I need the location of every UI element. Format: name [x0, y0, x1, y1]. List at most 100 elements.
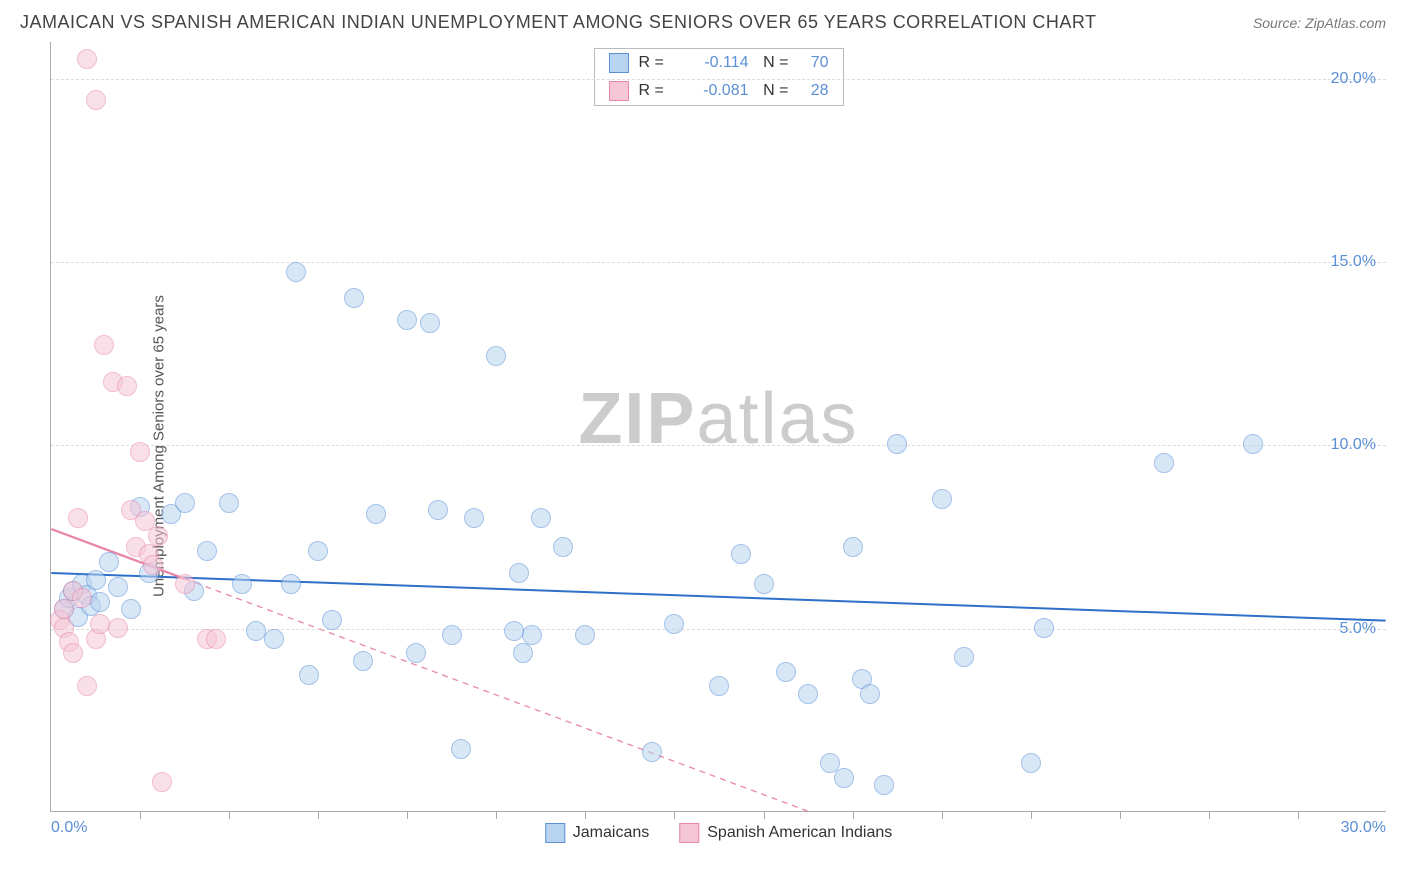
legend-r-value: -0.114 [689, 54, 749, 72]
scatter-point [90, 592, 110, 612]
scatter-point [148, 526, 168, 546]
x-tick-mark [1120, 811, 1121, 819]
scatter-point [130, 442, 150, 462]
scatter-point [1154, 453, 1174, 473]
gridline [51, 79, 1386, 80]
x-tick-mark [1298, 811, 1299, 819]
legend-series-item: Jamaicans [545, 823, 649, 843]
gridline [51, 262, 1386, 263]
scatter-point [90, 614, 110, 634]
x-tick-mark [853, 811, 854, 819]
scatter-point [121, 599, 141, 619]
scatter-point [522, 625, 542, 645]
y-tick-label: 15.0% [1331, 253, 1376, 271]
legend-row: R =-0.114N =70 [595, 49, 843, 77]
source-label: Source: ZipAtlas.com [1253, 15, 1386, 31]
scatter-point [887, 434, 907, 454]
scatter-point [108, 618, 128, 638]
series-legend: Jamaicans Spanish American Indians [545, 823, 892, 843]
scatter-point [68, 508, 88, 528]
scatter-point [504, 621, 524, 641]
scatter-point [175, 574, 195, 594]
scatter-point [428, 500, 448, 520]
x-tick-mark [407, 811, 408, 819]
scatter-point [77, 49, 97, 69]
legend-series-label: Spanish American Indians [707, 824, 892, 842]
scatter-point [754, 574, 774, 594]
y-tick-label: 5.0% [1340, 620, 1376, 638]
scatter-point [575, 625, 595, 645]
x-tick-mark [140, 811, 141, 819]
legend-row: R =-0.081N =28 [595, 77, 843, 105]
scatter-point [152, 772, 172, 792]
scatter-point [397, 310, 417, 330]
scatter-point [860, 684, 880, 704]
scatter-point [322, 610, 342, 630]
scatter-point [94, 335, 114, 355]
legend-swatch [545, 823, 565, 843]
scatter-point [531, 508, 551, 528]
scatter-point [464, 508, 484, 528]
watermark: ZIPatlas [578, 377, 858, 459]
scatter-point [709, 676, 729, 696]
scatter-point [197, 541, 217, 561]
scatter-point [731, 544, 751, 564]
scatter-point [86, 570, 106, 590]
x-tick-mark [318, 811, 319, 819]
y-tick-label: 10.0% [1331, 436, 1376, 454]
scatter-point [54, 599, 74, 619]
x-tick-mark [229, 811, 230, 819]
scatter-point [442, 625, 462, 645]
scatter-point [642, 742, 662, 762]
scatter-point [353, 651, 373, 671]
scatter-point [776, 662, 796, 682]
legend-n-value: 28 [799, 82, 829, 100]
scatter-point [344, 288, 364, 308]
x-tick-label-right: 30.0% [1341, 819, 1386, 837]
x-tick-mark [674, 811, 675, 819]
scatter-point [834, 768, 854, 788]
scatter-point [281, 574, 301, 594]
scatter-point [86, 90, 106, 110]
scatter-point [843, 537, 863, 557]
scatter-point [143, 555, 163, 575]
scatter-point [219, 493, 239, 513]
scatter-point [513, 643, 533, 663]
gridline [51, 445, 1386, 446]
scatter-point [406, 643, 426, 663]
scatter-point [206, 629, 226, 649]
correlation-legend: R =-0.114N =70R =-0.081N =28 [594, 48, 844, 106]
x-tick-mark [496, 811, 497, 819]
scatter-point [553, 537, 573, 557]
chart-plot-area: ZIPatlas R =-0.114N =70R =-0.081N =28 Ja… [50, 42, 1386, 812]
legend-n-label: N = [759, 82, 789, 100]
scatter-point [954, 647, 974, 667]
scatter-point [1034, 618, 1054, 638]
scatter-point [77, 676, 97, 696]
chart-title: JAMAICAN VS SPANISH AMERICAN INDIAN UNEM… [20, 12, 1097, 33]
x-tick-label-left: 0.0% [51, 819, 87, 837]
legend-swatch [609, 81, 629, 101]
scatter-point [932, 489, 952, 509]
x-tick-mark [585, 811, 586, 819]
scatter-point [451, 739, 471, 759]
scatter-point [509, 563, 529, 583]
legend-series-label: Jamaicans [573, 824, 649, 842]
scatter-point [798, 684, 818, 704]
legend-swatch [679, 823, 699, 843]
x-tick-mark [942, 811, 943, 819]
scatter-point [366, 504, 386, 524]
scatter-point [175, 493, 195, 513]
x-tick-mark [1031, 811, 1032, 819]
scatter-point [1243, 434, 1263, 454]
scatter-point [286, 262, 306, 282]
scatter-point [264, 629, 284, 649]
legend-series-item: Spanish American Indians [679, 823, 892, 843]
scatter-point [874, 775, 894, 795]
scatter-point [486, 346, 506, 366]
scatter-point [99, 552, 119, 572]
scatter-point [420, 313, 440, 333]
scatter-point [664, 614, 684, 634]
legend-swatch [609, 53, 629, 73]
scatter-point [108, 577, 128, 597]
